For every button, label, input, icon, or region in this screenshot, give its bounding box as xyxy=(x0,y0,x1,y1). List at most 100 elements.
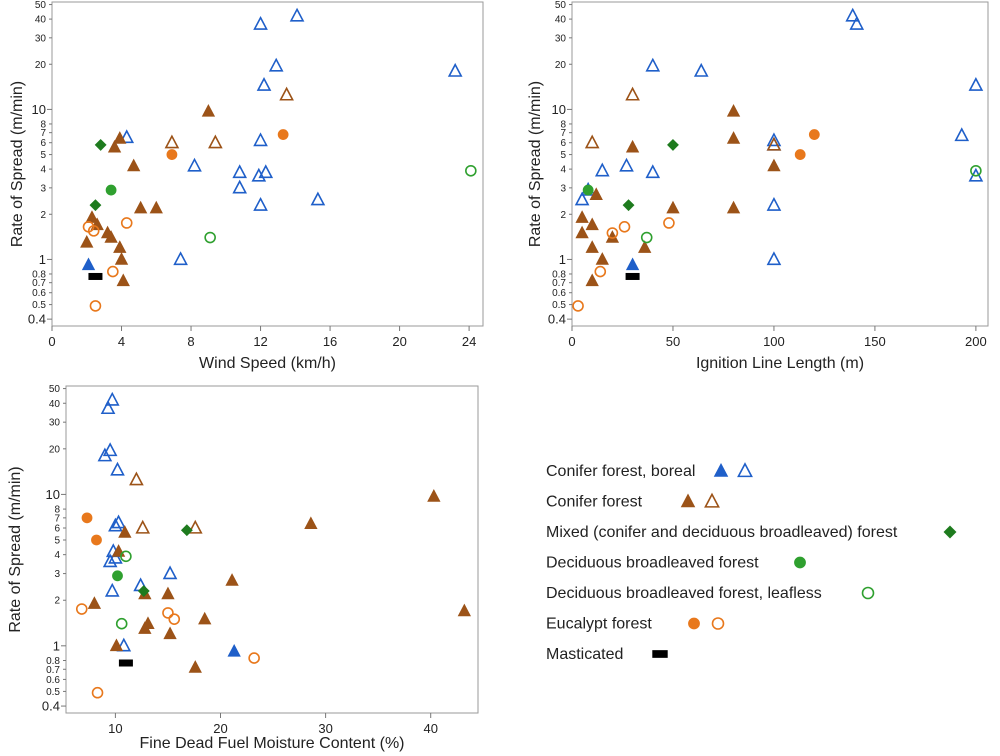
legend-marker xyxy=(711,617,725,630)
data-point xyxy=(766,196,782,211)
data-point xyxy=(114,252,129,265)
data-point xyxy=(268,57,284,72)
data-point xyxy=(666,200,680,214)
data-point xyxy=(574,191,590,206)
x-tick-label: 100 xyxy=(763,334,785,349)
data-point xyxy=(108,549,123,564)
y-tick-label: 0.4 xyxy=(42,699,60,714)
data-point xyxy=(173,251,188,266)
data-point xyxy=(640,231,653,244)
data-point xyxy=(201,104,216,117)
data-point xyxy=(594,162,610,177)
data-point xyxy=(187,157,202,172)
y-tick-label: 0.7 xyxy=(32,278,46,289)
y-tick-label: 4 xyxy=(40,165,46,176)
data-point xyxy=(968,76,984,91)
data-point xyxy=(180,524,193,537)
y-tick-label: 7 xyxy=(54,513,60,524)
legend-marker xyxy=(943,525,957,539)
y-tick-label: 0.7 xyxy=(552,278,566,289)
y-tick-label: 3 xyxy=(560,183,566,194)
y-tick-label: 4 xyxy=(560,165,566,176)
data-point xyxy=(115,617,128,630)
x-tick-label: 8 xyxy=(187,334,194,349)
y-tick-label: 40 xyxy=(49,399,61,410)
y-tick-label: 20 xyxy=(35,60,47,71)
x-axis-title: Wind Speed (km/h) xyxy=(199,355,336,372)
legend-marker xyxy=(688,617,700,630)
data-point xyxy=(248,652,260,664)
data-point xyxy=(645,57,661,72)
data-point xyxy=(118,659,133,667)
x-tick-label: 24 xyxy=(462,334,476,349)
y-tick-label: 0.6 xyxy=(552,288,566,299)
data-point xyxy=(120,550,132,563)
y-axis-title: Rate of Spread (m/min) xyxy=(527,81,544,247)
data-point xyxy=(289,7,305,22)
y-tick-label: 40 xyxy=(35,15,47,26)
data-point xyxy=(107,139,122,153)
data-point xyxy=(113,131,127,144)
data-point xyxy=(766,136,782,151)
y-tick-label: 1 xyxy=(559,252,566,267)
legend-label: Deciduous broadleaved forest xyxy=(546,555,759,572)
data-point xyxy=(116,273,130,287)
plot-frame xyxy=(51,1,484,327)
y-tick-label: 0.4 xyxy=(28,312,46,327)
data-point xyxy=(667,138,679,151)
data-point xyxy=(188,660,202,673)
data-point xyxy=(585,240,599,253)
data-point xyxy=(198,611,212,625)
y-tick-label: 0.6 xyxy=(32,288,46,299)
x-tick-label: 30 xyxy=(318,721,332,736)
data-point xyxy=(427,489,441,502)
data-point xyxy=(107,265,119,278)
data-point xyxy=(253,196,268,211)
data-point xyxy=(845,7,861,22)
plot-frame xyxy=(65,385,479,714)
data-point xyxy=(465,164,477,177)
data-point xyxy=(118,525,132,538)
legend-label: Conifer forest, boreal xyxy=(546,463,695,480)
data-point xyxy=(625,86,640,101)
data-point xyxy=(575,225,589,239)
legend-marker xyxy=(737,462,753,478)
x-tick-label: 10 xyxy=(108,721,122,736)
y-tick-label: 0.8 xyxy=(552,269,566,280)
data-point xyxy=(113,240,127,253)
y-tick-label: 6 xyxy=(40,138,46,149)
x-axis-title: Ignition Line Length (m) xyxy=(696,355,864,372)
legend-label: Deciduous broadleaved forest, leafless xyxy=(546,585,822,602)
y-tick-label: 1 xyxy=(39,252,46,267)
y-tick-label: 40 xyxy=(555,15,567,26)
data-point xyxy=(794,149,806,160)
data-point xyxy=(227,643,241,657)
x-tick-label: 20 xyxy=(392,334,406,349)
data-point xyxy=(104,230,118,243)
data-point xyxy=(162,607,174,619)
data-point xyxy=(141,616,155,629)
data-point xyxy=(164,134,180,149)
y-tick-label: 1 xyxy=(53,638,60,653)
y-tick-label: 30 xyxy=(49,418,61,429)
data-point xyxy=(119,129,135,144)
y-tick-label: 7 xyxy=(40,128,46,139)
data-point xyxy=(162,565,178,580)
data-point xyxy=(137,585,150,597)
legend-label: Mixed (conifer and deciduous broadleaved… xyxy=(546,524,898,541)
y-tick-label: 4 xyxy=(54,550,60,561)
data-point xyxy=(232,164,248,179)
data-point xyxy=(81,512,93,524)
y-tick-label: 5 xyxy=(560,150,566,161)
data-point xyxy=(766,132,782,147)
plot-frame xyxy=(571,1,989,327)
data-point xyxy=(89,300,102,312)
data-point xyxy=(232,179,248,194)
data-point xyxy=(100,400,116,415)
legend: Conifer forest, boreal Conifer forest Mixe… xyxy=(546,462,957,663)
panel-wind-speed: 0 4 8 12 16 20 240.40.50.60.70.812345678102030… xyxy=(9,0,484,372)
data-point xyxy=(89,199,102,212)
data-point xyxy=(310,191,326,206)
data-point xyxy=(187,519,203,534)
